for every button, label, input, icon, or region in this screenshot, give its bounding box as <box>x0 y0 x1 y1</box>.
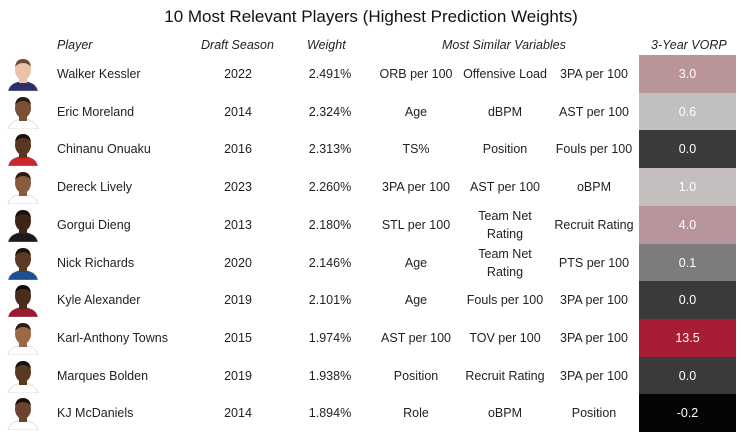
weight: 2.101% <box>308 293 352 308</box>
player-headshot-icon <box>4 208 42 242</box>
player-headshot-icon <box>4 95 42 129</box>
weight: 1.974% <box>308 330 352 345</box>
chart-title: 10 Most Relevant Players (Highest Predic… <box>164 7 578 26</box>
similar-variable-3: 3PA per 100 <box>560 368 628 383</box>
player-headshot-icon <box>4 359 42 393</box>
weight: 1.938% <box>308 368 352 383</box>
weight: 2.180% <box>308 217 352 232</box>
draft-season: 2022 <box>224 67 252 81</box>
similar-variable-2: Recruit Rating <box>465 368 545 383</box>
player-headshot-icon <box>4 57 42 91</box>
table-row: KJ McDaniels 2014 1.894% Role oBPM Posit… <box>0 394 742 433</box>
vorp-value: 0.0 <box>639 130 736 169</box>
similar-variable-3: Position <box>571 406 617 421</box>
similar-variable-3: Recruit Rating <box>554 217 634 232</box>
vorp-value: 0.0 <box>639 356 736 395</box>
similar-variable-1: Age <box>404 293 428 308</box>
similar-variable-3: 3PA per 100 <box>560 293 628 308</box>
player-headshot-icon <box>4 283 42 318</box>
similar-variable-2: Team Net Rating <box>478 246 532 279</box>
table-row: Karl-Anthony Towns 2015 1.974% AST per 1… <box>0 318 742 357</box>
similar-variable-3: 3PA per 100 <box>560 67 628 81</box>
player-name: Eric Moreland <box>57 104 135 119</box>
similar-variable-2: Position <box>482 142 528 157</box>
similar-variable-3: PTS per 100 <box>558 255 630 270</box>
header-weight: Weight <box>307 38 346 52</box>
similar-variable-1: TS% <box>402 142 430 157</box>
table-row: Walker Kessler 2022 2.491% ORB per 100 O… <box>0 55 742 93</box>
vorp-value: 0.1 <box>639 243 736 282</box>
vorp-value: -0.2 <box>639 394 736 433</box>
draft-season: 2015 <box>224 330 252 345</box>
draft-season: 2023 <box>224 180 252 195</box>
draft-season: 2014 <box>224 104 252 119</box>
player-headshot-icon <box>4 321 42 355</box>
weight: 2.260% <box>308 180 352 195</box>
table-row: Nick Richards 2020 2.146% Age Team Net R… <box>0 243 742 282</box>
similar-variable-2: TOV per 100 <box>469 330 541 345</box>
similar-variable-3: oBPM <box>576 180 612 195</box>
table-row: Eric Moreland 2014 2.324% Age dBPM AST p… <box>0 92 742 131</box>
player-name: Gorgui Dieng <box>57 217 131 232</box>
draft-season: 2019 <box>224 368 252 383</box>
similar-variable-1: 3PA per 100 <box>382 180 450 195</box>
weight: 2.491% <box>308 67 352 81</box>
weight: 2.313% <box>308 142 352 157</box>
player-name: Kyle Alexander <box>57 293 141 308</box>
similar-variable-1: Age <box>404 104 428 119</box>
table-row: Gorgui Dieng 2013 2.180% STL per 100 Tea… <box>0 205 742 244</box>
vorp-value: 3.0 <box>639 55 736 93</box>
similar-variable-2: AST per 100 <box>470 180 540 195</box>
similar-variable-1: STL per 100 <box>381 217 451 232</box>
player-name: Walker Kessler <box>57 67 141 81</box>
table-row: Dereck Lively 2023 2.260% 3PA per 100 AS… <box>0 168 742 207</box>
player-name: Marques Bolden <box>57 368 149 383</box>
draft-season: 2014 <box>224 406 252 421</box>
similar-variable-2: oBPM <box>487 406 523 421</box>
table-row: Kyle Alexander 2019 2.101% Age Fouls per… <box>0 281 742 320</box>
player-headshot-icon <box>4 170 42 205</box>
similar-variable-2: Team Net Rating <box>478 208 532 241</box>
weight: 2.324% <box>308 104 352 119</box>
player-headshot-icon <box>4 246 42 280</box>
player-name: Nick Richards <box>57 255 135 270</box>
vorp-value: 13.5 <box>639 318 736 357</box>
table-row: Marques Bolden 2019 1.938% Position Recr… <box>0 356 742 395</box>
similar-variable-2: Offensive Load <box>463 67 547 81</box>
player-name: Karl-Anthony Towns <box>57 330 168 345</box>
player-headshot-icon <box>4 132 42 167</box>
draft-season: 2016 <box>224 142 252 157</box>
similar-variable-3: AST per 100 <box>559 104 629 119</box>
similar-variable-3: Fouls per 100 <box>555 142 633 157</box>
similar-variable-1: Age <box>404 255 428 270</box>
similar-variable-2: Fouls per 100 <box>466 293 544 308</box>
header-most-similar-variables: Most Similar Variables <box>442 38 566 52</box>
similar-variable-1: AST per 100 <box>381 330 451 345</box>
draft-season: 2013 <box>224 217 252 232</box>
table-row: Chinanu Onuaku 2016 2.313% TS% Position … <box>0 130 742 169</box>
similar-variable-2: dBPM <box>487 104 523 119</box>
similar-variable-1: Role <box>403 406 429 421</box>
header-draft-season: Draft Season <box>201 38 274 52</box>
similar-variable-1: ORB per 100 <box>379 67 453 81</box>
player-name: KJ McDaniels <box>57 406 134 421</box>
header-3-year-vorp: 3-Year VORP <box>651 38 727 52</box>
vorp-value: 0.0 <box>639 281 736 320</box>
similar-variable-3: 3PA per 100 <box>560 330 628 345</box>
weight: 1.894% <box>308 406 352 421</box>
weight: 2.146% <box>308 255 352 270</box>
player-headshot-icon <box>4 396 42 431</box>
vorp-value: 4.0 <box>639 205 736 244</box>
header-player: Player <box>57 38 93 52</box>
player-name: Chinanu Onuaku <box>57 142 151 157</box>
draft-season: 2020 <box>224 255 252 270</box>
vorp-value: 1.0 <box>639 168 736 207</box>
vorp-value: 0.6 <box>639 92 736 131</box>
player-name: Dereck Lively <box>57 180 133 195</box>
similar-variable-1: Position <box>393 368 439 383</box>
draft-season: 2019 <box>224 293 252 308</box>
